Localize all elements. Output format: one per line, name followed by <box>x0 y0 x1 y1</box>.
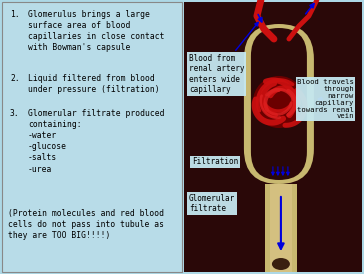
Text: Filtration: Filtration <box>192 158 238 167</box>
Ellipse shape <box>272 258 290 270</box>
FancyBboxPatch shape <box>184 2 362 272</box>
FancyBboxPatch shape <box>265 184 297 272</box>
FancyBboxPatch shape <box>270 184 292 272</box>
Text: Glomerular filtrate produced
containing:
-water
-glucose
-salts
-urea: Glomerular filtrate produced containing:… <box>28 109 165 173</box>
Text: 1.: 1. <box>10 10 20 19</box>
Text: 2.: 2. <box>10 74 20 83</box>
FancyBboxPatch shape <box>251 28 307 180</box>
Text: Blood travels
through
narrow
capillary
towards renal
vein: Blood travels through narrow capillary t… <box>297 78 354 119</box>
Text: 3.: 3. <box>10 109 20 118</box>
FancyBboxPatch shape <box>2 2 182 272</box>
Text: Glomerulus brings a large
surface area of blood
capillaries in close contact
wit: Glomerulus brings a large surface area o… <box>28 10 165 52</box>
Text: Glomerular
filtrate: Glomerular filtrate <box>189 194 235 213</box>
Text: Liquid filtered from blood
under pressure (filtration): Liquid filtered from blood under pressur… <box>28 74 160 94</box>
Circle shape <box>253 76 305 128</box>
Text: Blood from
renal artery
enters wide
capillary: Blood from renal artery enters wide capi… <box>189 22 258 94</box>
FancyBboxPatch shape <box>244 24 314 184</box>
Text: (Protein molecules and red blood
cells do not pass into tubule as
they are TOO B: (Protein molecules and red blood cells d… <box>8 209 164 240</box>
